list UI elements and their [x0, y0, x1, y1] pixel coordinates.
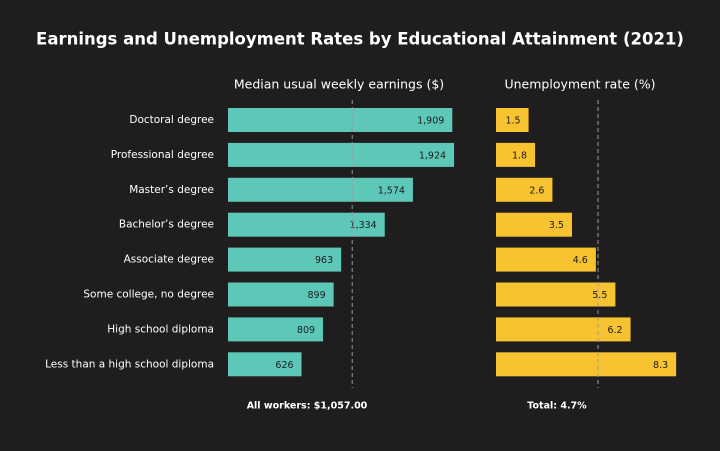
category-label: Some college, no degree	[83, 289, 214, 301]
category-label: Doctoral degree	[129, 114, 214, 126]
bar	[228, 212, 385, 237]
reference-label: All workers: $1,057.00	[247, 401, 368, 412]
value-label: 626	[275, 360, 293, 371]
reference-label: Total: 4.7%	[527, 401, 587, 412]
value-label: 8.3	[653, 360, 668, 371]
panel-title: Unemployment rate (%)	[504, 77, 655, 92]
bar	[496, 142, 536, 167]
bar	[496, 177, 553, 202]
bar	[496, 282, 616, 307]
value-label: 1,574	[378, 185, 405, 196]
bar	[228, 108, 453, 132]
bar	[228, 317, 324, 342]
value-label: 4.6	[573, 255, 588, 266]
value-label: 809	[297, 325, 315, 336]
value-label: 1,334	[350, 220, 377, 231]
category-label: Professional degree	[111, 149, 214, 161]
value-label: 899	[307, 290, 325, 301]
bar	[228, 247, 342, 272]
bar	[228, 352, 302, 377]
category-label: High school diploma	[107, 323, 214, 335]
bar	[496, 352, 677, 377]
value-label: 1.5	[505, 116, 520, 127]
bar	[496, 108, 529, 132]
bar	[228, 142, 455, 167]
chart-title: Earnings and Unemployment Rates by Educa…	[36, 30, 684, 49]
value-label: 963	[315, 255, 333, 266]
value-label: 1,924	[419, 150, 446, 161]
category-label: Associate degree	[124, 254, 214, 266]
value-label: 1,909	[417, 116, 444, 127]
value-label: 3.5	[549, 220, 564, 231]
value-label: 2.6	[529, 185, 544, 196]
panel-title: Median usual weekly earnings ($)	[234, 77, 444, 92]
bar	[496, 247, 596, 272]
category-label: Less than a high school diploma	[45, 358, 214, 370]
value-label: 1.8	[512, 150, 527, 161]
bar	[228, 177, 413, 202]
bar	[496, 317, 631, 342]
category-label: Master’s degree	[129, 184, 214, 196]
value-label: 6.2	[607, 325, 622, 336]
value-label: 5.5	[592, 290, 607, 301]
category-label: Bachelor’s degree	[119, 219, 214, 231]
bar	[496, 212, 572, 237]
bar	[228, 282, 334, 307]
